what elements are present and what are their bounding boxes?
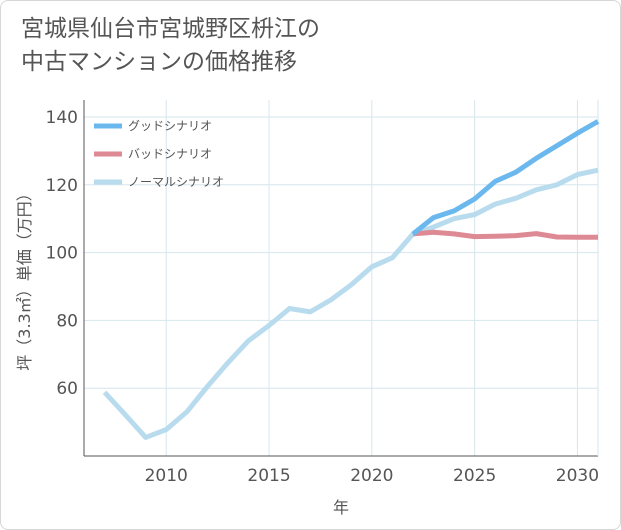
y-tick-label-60: 60 [56, 379, 78, 399]
series-line-2 [102, 167, 599, 440]
y-tick-label-140: 140 [46, 108, 78, 128]
y-tick-label-120: 120 [46, 176, 78, 196]
x-tick-label-2020: 2020 [350, 466, 393, 486]
x-axis-label: 年 [333, 498, 349, 517]
axes [83, 100, 599, 457]
series-line-1 [412, 229, 598, 240]
y-tick-label-80: 80 [56, 311, 78, 331]
y-tick-label-100: 100 [46, 244, 78, 264]
legend-label-0: グッドシナリオ [128, 119, 212, 133]
tick-labels: 2010 2015 2020 2025 2030 60 80 100 120 140 [46, 108, 600, 486]
series-lines [102, 119, 600, 440]
grid-lines [84, 100, 598, 456]
legend-label-1: バッドシナリオ [128, 147, 212, 161]
chart-title: 宮城県仙台市宮城野区枡江の 中古マンションの価格推移 [21, 16, 320, 75]
series-line-0 [411, 119, 600, 236]
legend-label-2: ノーマルシナリオ [128, 175, 224, 189]
y-axis-label: 坪（3.3㎡）単価（万円） [15, 185, 34, 370]
x-tick-label-2025: 2025 [453, 466, 496, 486]
x-tick-label-2015: 2015 [247, 466, 290, 486]
x-tick-label-2010: 2010 [145, 466, 188, 486]
x-tick-label-2030: 2030 [556, 466, 599, 486]
